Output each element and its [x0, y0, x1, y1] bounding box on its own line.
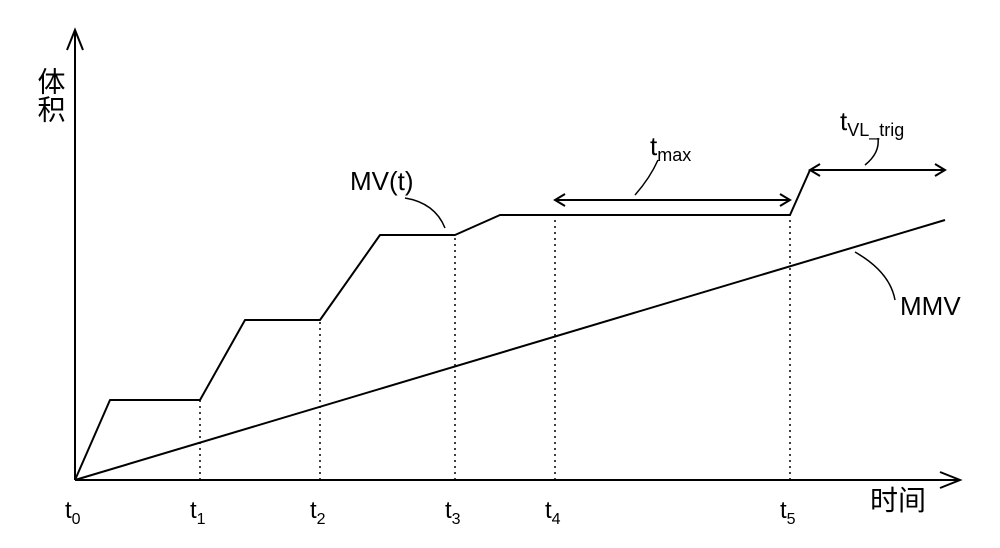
x-axis-label: 时间 — [870, 485, 926, 516]
mmv-label: MMV — [900, 291, 961, 321]
y-axis-label: 体积 — [35, 67, 66, 123]
tick-label: t0 — [65, 497, 81, 528]
tick-label: t3 — [445, 497, 461, 528]
tvl-label: tVL_trig — [840, 106, 904, 141]
mv-curve — [75, 170, 945, 480]
tick-label: t2 — [310, 497, 326, 528]
tick-label: t5 — [780, 497, 796, 528]
mv-label: MV(t) — [350, 166, 414, 196]
tick-label: t1 — [190, 497, 206, 528]
mmv-line — [75, 220, 945, 480]
tick-label: t4 — [545, 497, 561, 528]
volume-time-diagram: 体积时间 t0 t1 t2 t3 t4 t5 MMV MV(t) tmax tVL_trig — [0, 0, 1000, 548]
tmax-label: tmax — [650, 131, 691, 165]
